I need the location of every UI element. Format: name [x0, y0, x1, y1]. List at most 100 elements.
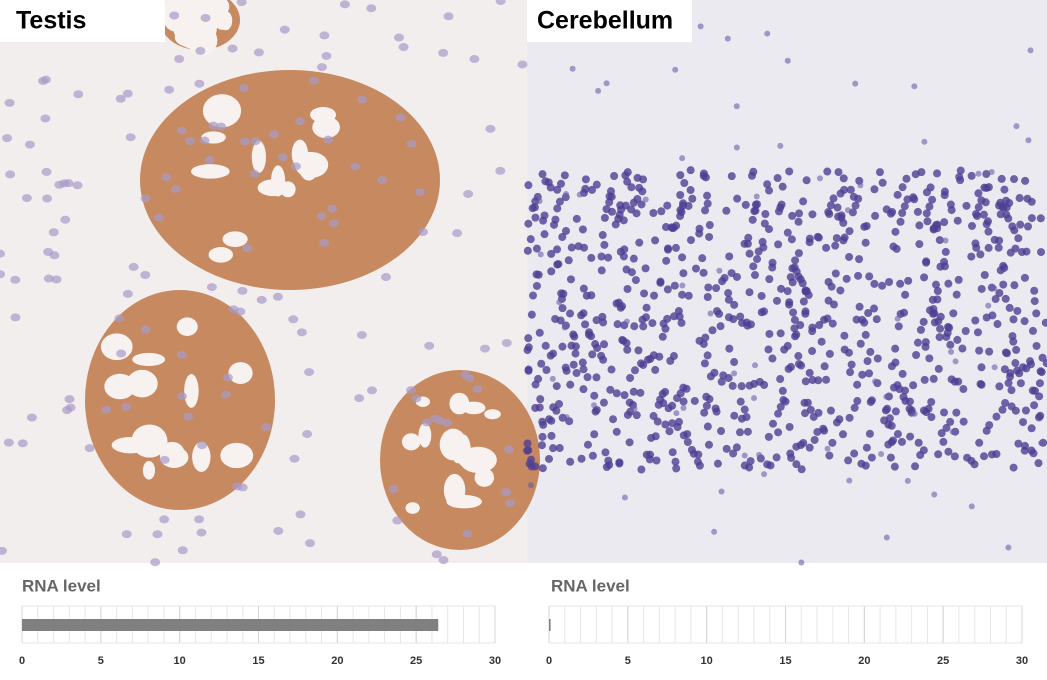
lumen [207, 0, 230, 17]
nucleus [760, 219, 769, 228]
nucleus [176, 126, 187, 135]
nucleus [717, 377, 726, 386]
nucleus [713, 459, 722, 468]
nucleus [890, 462, 899, 471]
nucleus [438, 556, 449, 565]
nucleus [857, 182, 864, 189]
nucleus [1018, 363, 1027, 372]
nucleus [922, 209, 931, 218]
nucleus [785, 422, 794, 431]
nucleus [562, 366, 571, 375]
nucleus [946, 200, 955, 209]
nucleus [1030, 297, 1039, 306]
nucleus [528, 312, 535, 319]
nucleus [845, 227, 854, 236]
nucleus [998, 405, 1007, 414]
nucleus [671, 457, 680, 466]
nucleus [867, 396, 876, 405]
nucleus [591, 407, 600, 416]
nucleus [584, 330, 593, 339]
nucleus [810, 435, 819, 444]
nucleus [592, 373, 601, 382]
nucleus [853, 397, 862, 406]
nucleus [176, 392, 187, 401]
nucleus [789, 308, 798, 317]
nucleus [629, 254, 638, 263]
nucleus [894, 322, 903, 331]
nucleus [898, 209, 907, 218]
nucleus [581, 184, 590, 193]
nucleus [743, 321, 752, 330]
nucleus [736, 312, 745, 321]
nucleus [620, 245, 629, 254]
nucleus [567, 243, 576, 252]
nucleus [799, 197, 808, 206]
nucleus [623, 177, 632, 186]
nucleus [953, 335, 962, 344]
nucleus [897, 437, 906, 446]
nucleus [686, 166, 695, 175]
nucleus [826, 406, 835, 415]
nucleus [452, 229, 463, 238]
nucleus [870, 185, 879, 194]
nucleus [967, 171, 976, 180]
nucleus [787, 235, 796, 244]
nucleus [672, 464, 681, 473]
nucleus [878, 178, 887, 187]
nucleus [883, 534, 890, 541]
nucleus [41, 167, 52, 176]
nucleus [578, 358, 587, 367]
nucleus [792, 460, 801, 469]
nucleus [319, 31, 330, 40]
nucleus [1023, 222, 1032, 231]
lumen [405, 502, 420, 514]
nucleus [858, 370, 867, 379]
nucleus [929, 374, 938, 383]
nucleus [676, 389, 685, 398]
lumen [214, 15, 230, 30]
nucleus [431, 550, 442, 559]
nucleus [350, 162, 361, 171]
nucleus [273, 526, 284, 535]
nucleus [10, 313, 21, 322]
nucleus [184, 137, 195, 146]
nucleus [730, 300, 739, 309]
nucleus [896, 279, 905, 288]
nucleus [778, 182, 787, 191]
nucleus [524, 365, 533, 374]
nucleus [832, 418, 841, 427]
nucleus [936, 324, 945, 333]
nucleus [952, 408, 961, 417]
nucleus [199, 136, 210, 145]
nucleus [17, 439, 28, 448]
nucleus [909, 381, 918, 390]
nucleus [206, 283, 217, 292]
nucleus [802, 176, 811, 185]
nucleus [870, 279, 879, 288]
nucleus [849, 192, 858, 201]
nucleus [722, 206, 731, 215]
nucleus [725, 252, 734, 261]
nucleus [678, 290, 687, 299]
nucleus [197, 441, 208, 450]
lumen [208, 246, 234, 263]
nucleus [664, 404, 673, 413]
nucleus [597, 266, 606, 275]
nucleus [861, 330, 870, 339]
nucleus [683, 438, 692, 447]
nucleus [769, 419, 778, 428]
nucleus [679, 397, 688, 406]
nucleus [933, 169, 942, 178]
nucleus [963, 453, 972, 462]
nucleus [816, 175, 823, 182]
nucleus [751, 395, 758, 402]
nucleus [761, 471, 768, 478]
nucleus [84, 444, 95, 453]
nucleus [159, 515, 170, 524]
nucleus [634, 346, 643, 355]
lumen [312, 116, 340, 139]
nucleus [817, 337, 826, 346]
nucleus [949, 428, 956, 435]
nucleus [547, 431, 556, 440]
